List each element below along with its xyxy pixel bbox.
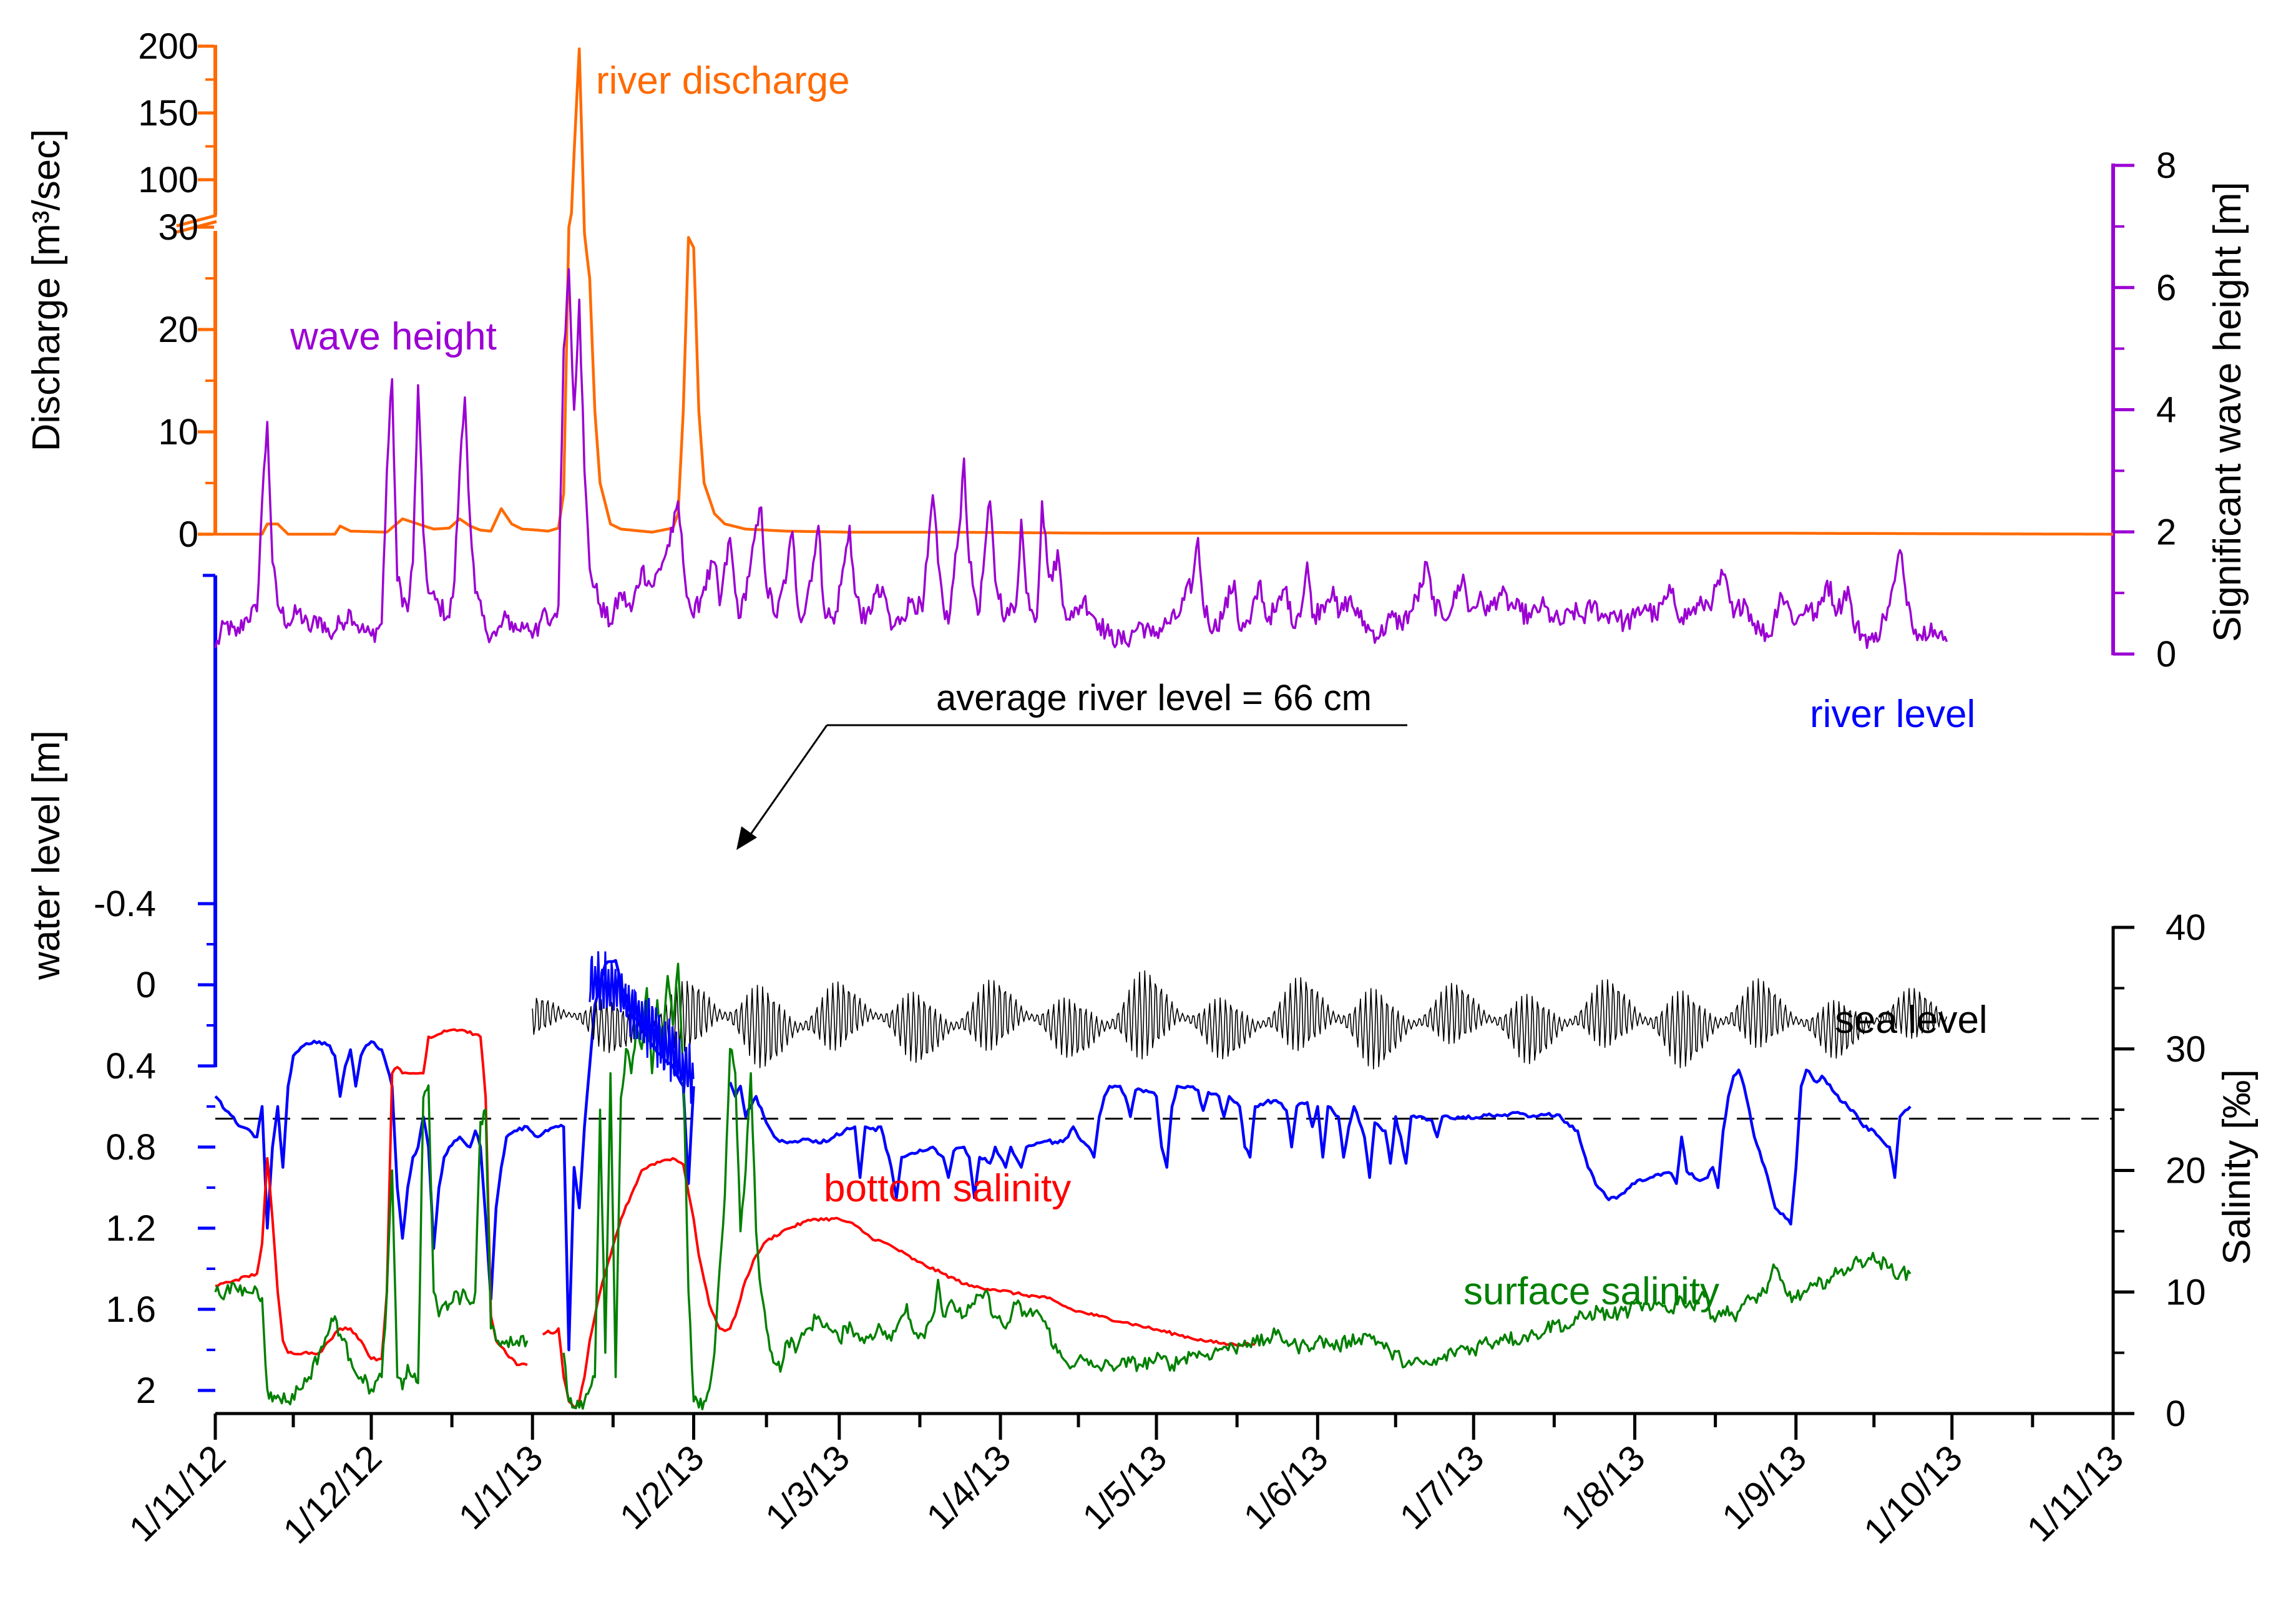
label-discharge: river discharge: [596, 59, 850, 102]
discharge-tick-label: 30: [158, 207, 198, 248]
label-wave: wave height: [290, 315, 497, 358]
label-river: river level: [1810, 693, 1975, 736]
salinity-tick-label: 10: [2166, 1272, 2206, 1312]
wave-tick-label: 4: [2156, 390, 2176, 431]
discharge-tick-label: 0: [178, 514, 198, 555]
water-level-tick-label: 0: [136, 965, 156, 1005]
salinity-tick-label: 20: [2166, 1151, 2206, 1191]
axis-break-mark: [176, 220, 217, 234]
river-level-noise-band: [589, 951, 695, 1104]
wave-tick-label: 6: [2156, 268, 2176, 308]
wave-tick-label: 2: [2156, 512, 2176, 552]
x-tick-label: 1/8/13: [1553, 1437, 1653, 1537]
wave-tick-label: 8: [2156, 145, 2176, 186]
water-level-tick-label: 1.2: [105, 1208, 156, 1249]
surface-salinity-series: [214, 962, 1912, 1410]
wave-axis-label: Significant wave height [m]: [2206, 182, 2249, 642]
x-tick-label: 1/7/13: [1392, 1437, 1492, 1537]
average-river-level-label: average river level = 66 cm: [936, 678, 1372, 718]
x-tick-label: 1/4/13: [919, 1437, 1019, 1537]
x-tick-label: 1/9/13: [1714, 1437, 1814, 1537]
wave-tick-label: 0: [2156, 634, 2176, 675]
water-level-tick-label: 2: [136, 1370, 156, 1411]
data-series: [214, 47, 2113, 1410]
river-series: [214, 959, 1912, 1352]
label-surface: surface salinity: [1463, 1270, 1719, 1313]
x-tick-label: 1/3/13: [758, 1437, 857, 1537]
bottom-salinity-series: [215, 1028, 1256, 1409]
axes: 1/11/12 1/12/12 1/1/13 1/2/13 1/3/13 1/4/13 1/…: [25, 26, 2259, 1551]
salinity-tick-label: 0: [2166, 1394, 2186, 1434]
x-tick-label: 1/10/13: [1856, 1437, 1970, 1551]
x-tick-label: 1/2/13: [612, 1437, 712, 1537]
salinity-axis-label: Salinity [‰]: [2215, 1069, 2259, 1265]
discharge-series: [215, 47, 2113, 536]
water-level-tick-label: -0.4: [94, 884, 156, 924]
x-tick-label: 1/1/13: [451, 1437, 550, 1537]
water-level-tick-label: 0.4: [105, 1046, 156, 1087]
discharge-tick-label: 10: [158, 412, 198, 452]
x-tick-label: 1/5/13: [1075, 1437, 1175, 1537]
salinity-tick-label: 30: [2166, 1029, 2206, 1070]
average-callout-arrowhead: [736, 826, 757, 850]
x-tick-label: 1/11/13: [2019, 1437, 2131, 1550]
water-level-tick-label: 1.6: [105, 1289, 156, 1330]
wave-series: [214, 268, 1948, 649]
water-level-tick-label: 0.8: [105, 1127, 156, 1168]
discharge-tick-label: 100: [138, 160, 198, 200]
axis-break-mark: [176, 213, 217, 228]
labels: average river level = 66 cm river dischar…: [290, 59, 1988, 1313]
x-tick-label: 1/6/13: [1236, 1437, 1336, 1537]
sea-level-series: [532, 970, 1948, 1070]
discharge-axis-label: Discharge [m³/sec]: [25, 129, 68, 452]
label-sea: sea level: [1835, 999, 1988, 1042]
salinity-tick-label: 40: [2166, 907, 2206, 948]
label-bottom: bottom salinity: [824, 1167, 1071, 1210]
discharge-tick-label: 20: [158, 310, 198, 350]
x-tick-label: 1/12/12: [275, 1437, 389, 1551]
discharge-tick-label: 200: [138, 26, 198, 67]
discharge-tick-label: 150: [138, 93, 198, 134]
water-level-axis-label: water level [m]: [25, 730, 68, 980]
average-callout-leader: [745, 725, 828, 842]
x-tick-label: 1/11/12: [121, 1437, 233, 1550]
